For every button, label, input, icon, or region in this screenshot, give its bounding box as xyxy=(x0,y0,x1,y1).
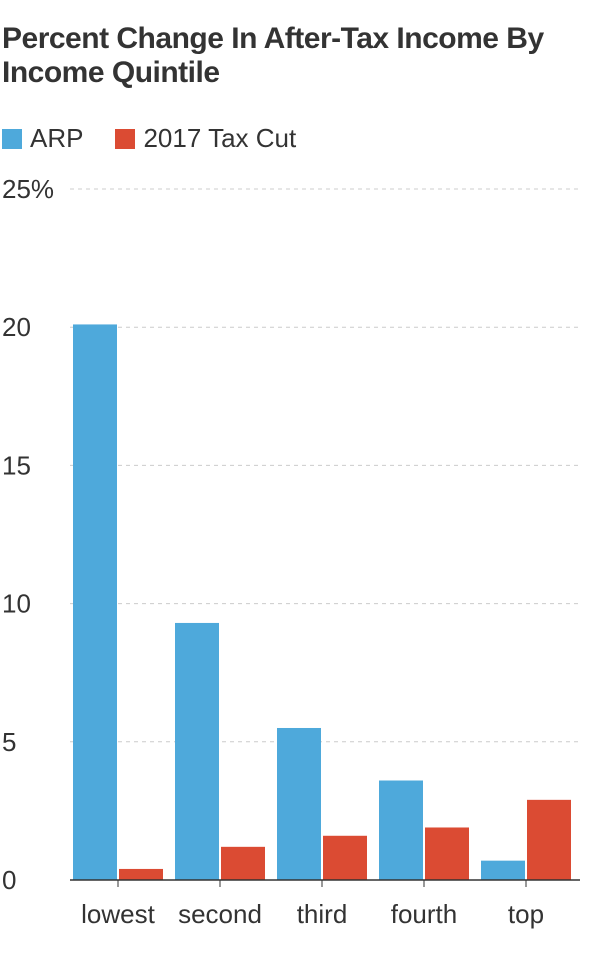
legend: ARP 2017 Tax Cut xyxy=(2,123,328,154)
legend-label-arp: ARP xyxy=(30,123,84,153)
x-tick-label-third: third xyxy=(297,899,348,929)
y-tick-label-25: 25% xyxy=(2,174,54,204)
legend-item-arp: ARP xyxy=(2,123,83,154)
legend-item-2017-tax-cut: 2017 Tax Cut xyxy=(115,123,296,154)
bar-2017-tax-cut-top xyxy=(527,799,571,880)
chart-title: Percent Change In After-Tax Income By In… xyxy=(2,22,544,89)
legend-swatch-2017-tax-cut xyxy=(115,128,136,149)
bar-2017-tax-cut-second xyxy=(221,846,265,880)
y-tick-label-20: 20 xyxy=(2,312,31,342)
legend-swatch-arp xyxy=(2,128,22,149)
bar-arp-top xyxy=(481,860,525,880)
y-tick-label-0: 0 xyxy=(2,865,16,895)
x-tick-label-top: top xyxy=(508,899,544,929)
y-tick-label-15: 15 xyxy=(2,450,31,480)
bar-2017-tax-cut-third xyxy=(323,835,367,880)
x-tick-label-lowest: lowest xyxy=(81,899,155,929)
y-tick-label-5: 5 xyxy=(2,727,16,757)
bar-2017-tax-cut-lowest xyxy=(119,868,163,880)
legend-label-2017-tax-cut: 2017 Tax Cut xyxy=(143,123,297,153)
bar-arp-fourth xyxy=(379,780,423,880)
bar-arp-lowest xyxy=(73,324,117,880)
bar-2017-tax-cut-fourth xyxy=(425,827,469,880)
x-tick-label-fourth: fourth xyxy=(391,899,458,929)
x-tick-label-second: second xyxy=(178,899,262,929)
bar-arp-second xyxy=(175,622,219,880)
y-tick-label-10: 10 xyxy=(2,589,31,619)
bar-arp-third xyxy=(277,727,321,880)
